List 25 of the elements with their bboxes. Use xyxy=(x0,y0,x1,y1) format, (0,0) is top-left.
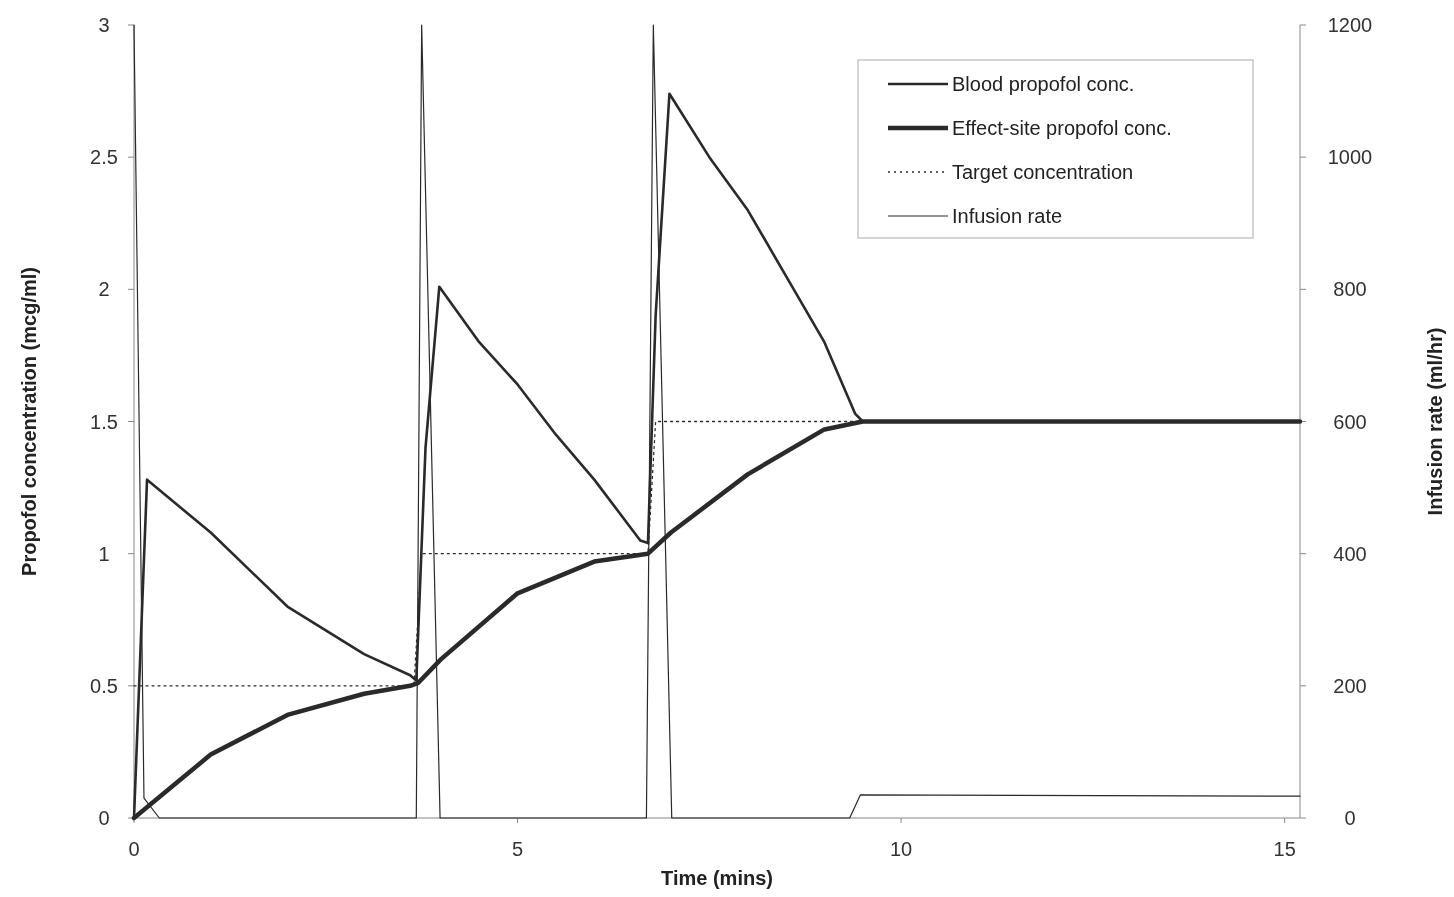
y-tick-label: 2 xyxy=(98,278,110,301)
y2-axis-title: Infusion rate (ml/hr) xyxy=(1424,327,1446,516)
x-tick-label: 15 xyxy=(1273,838,1296,860)
y2-tick-label: 600 xyxy=(1333,410,1367,433)
y2-tick-label: 1000 xyxy=(1327,146,1373,169)
y-tick-label: 0 xyxy=(98,807,110,829)
x-axis-title: Time (mins) xyxy=(661,867,773,889)
legend-label: Target concentration xyxy=(952,161,1134,183)
legend-label: Blood propofol conc. xyxy=(952,73,1135,95)
x-tick-label: 10 xyxy=(889,838,913,860)
y2-tick-label: 800 xyxy=(1333,278,1367,301)
y2-tick-label: 200 xyxy=(1333,674,1367,697)
legend-label: Effect-site propofol conc. xyxy=(952,117,1172,139)
x-tick-label: 5 xyxy=(511,838,524,860)
y2-tick-label: 400 xyxy=(1333,542,1367,565)
y-tick-label: 0.5 xyxy=(90,674,118,697)
y-axis-title: Propofol concentration (mcg/ml) xyxy=(18,267,40,576)
y-tick-label: 1.5 xyxy=(90,410,118,433)
x-tick-label: 0 xyxy=(128,838,140,860)
y2-tick-label: 1200 xyxy=(1327,14,1373,36)
y2-tick-label: 0 xyxy=(1344,807,1356,829)
legend-label: Infusion rate xyxy=(952,205,1063,227)
y-tick-label: 2.5 xyxy=(90,146,118,169)
y-tick-label: 1 xyxy=(98,542,110,565)
y-tick-label: 3 xyxy=(98,14,110,36)
